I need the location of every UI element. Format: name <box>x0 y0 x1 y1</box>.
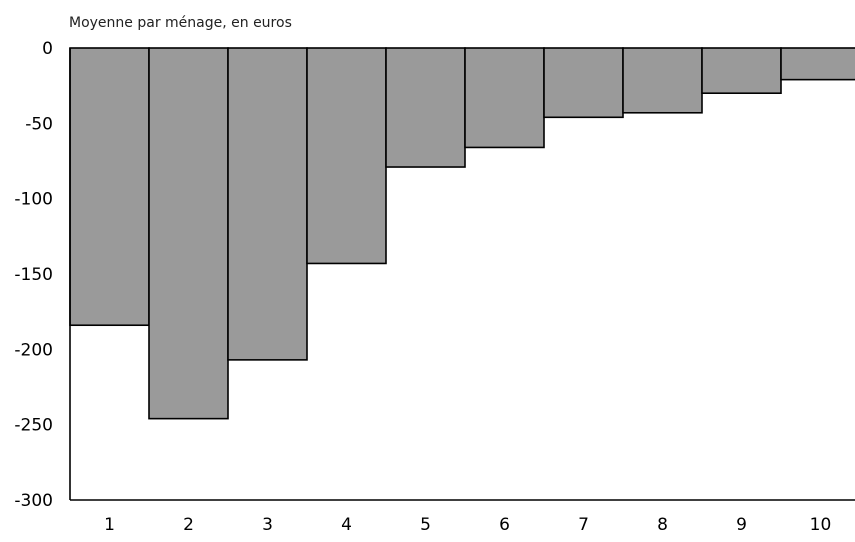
bar-10 <box>780 47 855 81</box>
bar-8 <box>622 47 703 114</box>
y-tick-label: -300 <box>14 491 53 511</box>
x-tick-label: 3 <box>262 515 273 535</box>
y-tick-label: -100 <box>14 190 53 210</box>
x-tick-label: 5 <box>420 515 431 535</box>
bar-3 <box>227 47 308 361</box>
bar-6 <box>464 47 545 149</box>
y-tick-label: -50 <box>25 114 53 134</box>
bar-7 <box>543 47 624 119</box>
y-axis-unit-label: Moyenne par ménage, en euros <box>69 15 292 31</box>
x-tick-label: 9 <box>736 515 747 535</box>
x-tick-label: 1 <box>104 515 115 535</box>
x-tick-label: 10 <box>810 515 832 535</box>
x-tick-label: 2 <box>183 515 194 535</box>
y-tick-label: -250 <box>14 416 53 436</box>
bar-9 <box>701 47 782 95</box>
bar-4 <box>306 47 387 265</box>
bar-5 <box>385 47 466 168</box>
y-tick-label: -200 <box>14 340 53 360</box>
x-tick-label: 7 <box>578 515 589 535</box>
bar-2 <box>148 47 229 420</box>
bars-group <box>69 47 855 420</box>
x-tick-labels: 1 2 3 4 5 6 7 8 9 10 <box>104 515 831 535</box>
y-tick-label: 0 <box>42 39 53 59</box>
x-tick-label: 8 <box>657 515 668 535</box>
x-tick-label: 6 <box>499 515 510 535</box>
bar-1 <box>69 47 150 327</box>
y-tick-label: -150 <box>14 265 53 285</box>
x-tick-label: 4 <box>341 515 352 535</box>
y-tick-labels: 0 -50 -100 -150 -200 -250 -300 <box>14 39 53 511</box>
